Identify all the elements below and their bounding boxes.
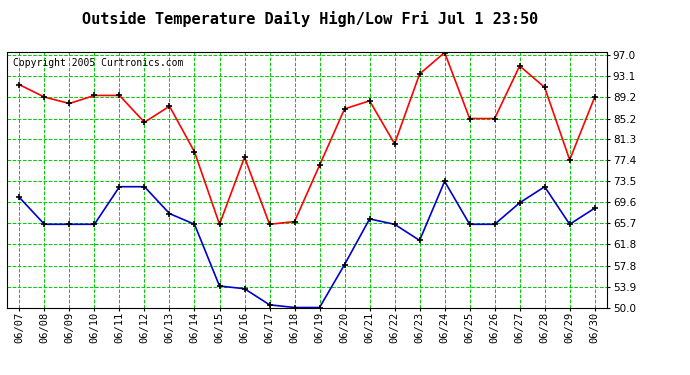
Text: Copyright 2005 Curtronics.com: Copyright 2005 Curtronics.com [13, 58, 184, 68]
Text: Outside Temperature Daily High/Low Fri Jul 1 23:50: Outside Temperature Daily High/Low Fri J… [82, 11, 539, 27]
